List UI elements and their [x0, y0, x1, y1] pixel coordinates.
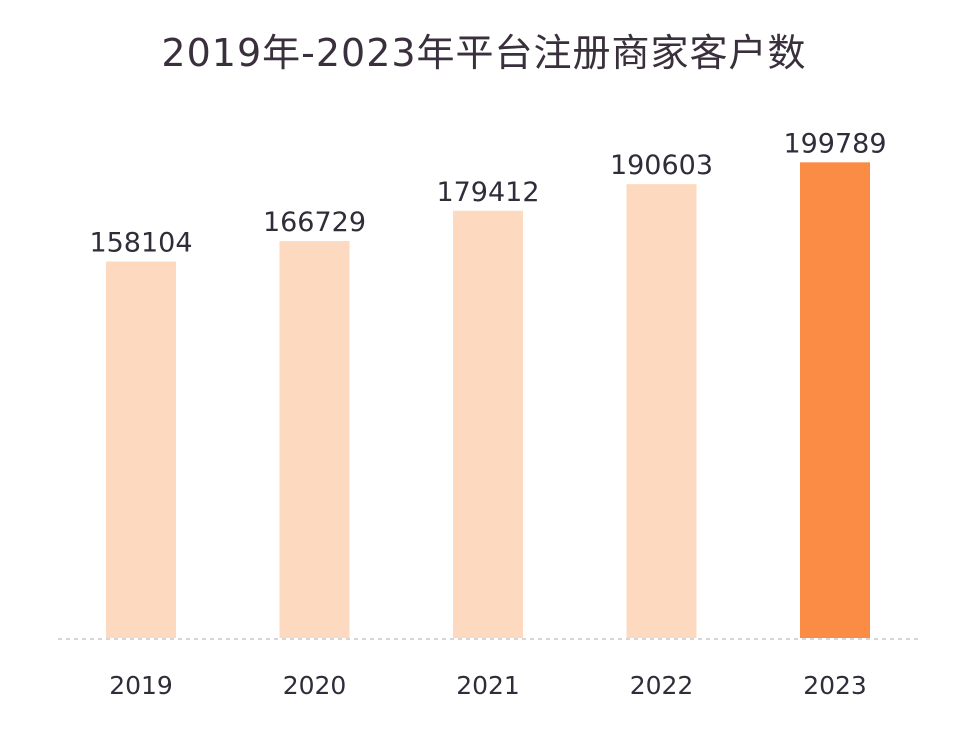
value-label-2021: 179412: [436, 177, 539, 208]
bar-2020: [279, 241, 350, 638]
bar-2019: [106, 261, 176, 638]
bar-2021: [453, 210, 523, 639]
value-label-2020: 166729: [263, 207, 366, 238]
bar-series: 158104 2019 166729 2020 179412 2021 190603 2022…: [89, 128, 886, 700]
value-label-2023: 199789: [783, 128, 886, 159]
chart-title: 2019年-2023年平台注册商家客户数: [161, 31, 807, 75]
x-tick-label-2023: 2023: [803, 671, 867, 700]
x-tick-label-2019: 2019: [109, 671, 173, 700]
x-tick-label-2020: 2020: [283, 671, 347, 700]
value-label-2022: 190603: [610, 150, 713, 181]
bar-2022: [626, 184, 697, 638]
x-tick-label-2021: 2021: [456, 671, 520, 700]
bar-2023: [800, 162, 870, 639]
x-tick-label-2022: 2022: [630, 671, 694, 700]
value-label-2019: 158104: [89, 228, 192, 259]
